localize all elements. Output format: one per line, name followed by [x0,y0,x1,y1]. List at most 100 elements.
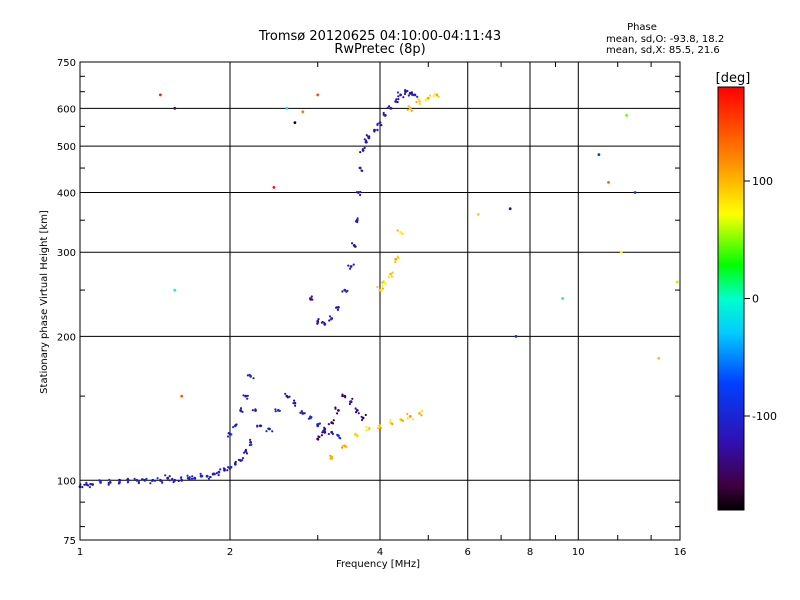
data-point [433,92,436,95]
data-point [246,394,249,397]
data-point [404,89,407,92]
data-point [597,153,601,157]
data-point [406,412,409,416]
data-point [242,394,245,397]
data-point [117,482,120,485]
data-point [424,99,427,102]
data-point [299,411,302,414]
data-point [330,430,333,434]
data-point [89,482,92,486]
data-point [171,478,174,481]
data-point [284,392,287,395]
data-point [320,321,323,324]
chart-subtitle: RwPretec (8p) [334,42,425,57]
data-point [209,475,212,479]
data-point [343,288,347,292]
data-point [331,432,334,435]
data-point [190,477,194,480]
data-point [330,318,333,321]
data-point [328,315,332,318]
data-point [508,207,512,211]
colorbar-tick-label: 0 [752,293,759,306]
data-point [85,481,88,484]
data-point [389,418,392,422]
data-point [376,427,379,430]
data-point [245,452,249,455]
colorbar-gradient [717,86,745,511]
x-tick-label: 8 [527,547,533,558]
data-point [323,430,327,434]
data-point [239,410,242,413]
data-point [359,193,362,197]
data-point [156,477,159,480]
data-point [108,478,111,481]
data-point [349,265,353,268]
y-tick-label: 200 [57,332,76,343]
data-point [337,306,340,309]
data-point [331,422,335,425]
data-point [376,129,379,132]
data-point [88,486,91,489]
data-point [317,318,320,321]
data-point [239,407,243,410]
data-point [309,415,312,418]
y-axis-ticks: 75 100 200 300 400 500 600 750 [57,58,680,547]
data-point [293,121,297,124]
data-point [205,475,208,478]
data-point [363,146,366,149]
data-point [217,474,220,477]
grid [80,62,680,540]
data-point [380,124,383,127]
data-point [386,106,389,109]
x-axis-ticks: 1 2 4 6 8 10 16 [77,62,686,558]
data-point [394,100,398,103]
data-point [301,110,305,114]
data-point [397,98,400,101]
data-point [399,93,402,97]
data-point [133,477,136,480]
data-point [248,444,251,447]
series-e-region-trace-blue- [78,438,253,489]
data-point [336,412,339,415]
data-point [365,134,368,137]
data-point [380,289,383,292]
data-point [418,100,421,103]
data-point [300,410,303,413]
y-tick-label: 750 [57,58,76,69]
data-point [394,260,397,264]
data-point [396,101,399,104]
data-point [356,217,359,220]
data-point [331,457,334,460]
data-point [292,402,295,405]
data-point [373,130,376,133]
data-point [301,412,305,415]
data-point [354,245,357,248]
data-point [242,451,246,454]
data-point [272,186,276,189]
data-point [226,435,230,438]
data-point [355,409,359,412]
y-tick-label: 75 [63,536,76,547]
y-tick-label: 600 [57,104,76,115]
data-point [87,484,90,487]
colorbar-ticks: 100 0 -100 [744,175,777,423]
data-point [246,374,249,377]
data-point [347,264,350,267]
data-point [168,475,171,478]
data-point [625,114,628,117]
data-point [437,95,440,98]
data-point [420,414,423,417]
data-point [327,432,330,436]
data-point [249,438,252,441]
data-point [401,232,404,235]
data-point [207,477,210,480]
data-point [244,448,247,451]
data-point [160,480,163,483]
data-point [241,457,245,460]
x-tick-label: 4 [377,547,383,558]
data-point [83,483,86,486]
data-point [230,433,233,436]
data-point [267,427,270,430]
data-point [227,466,230,469]
data-point [164,474,167,477]
